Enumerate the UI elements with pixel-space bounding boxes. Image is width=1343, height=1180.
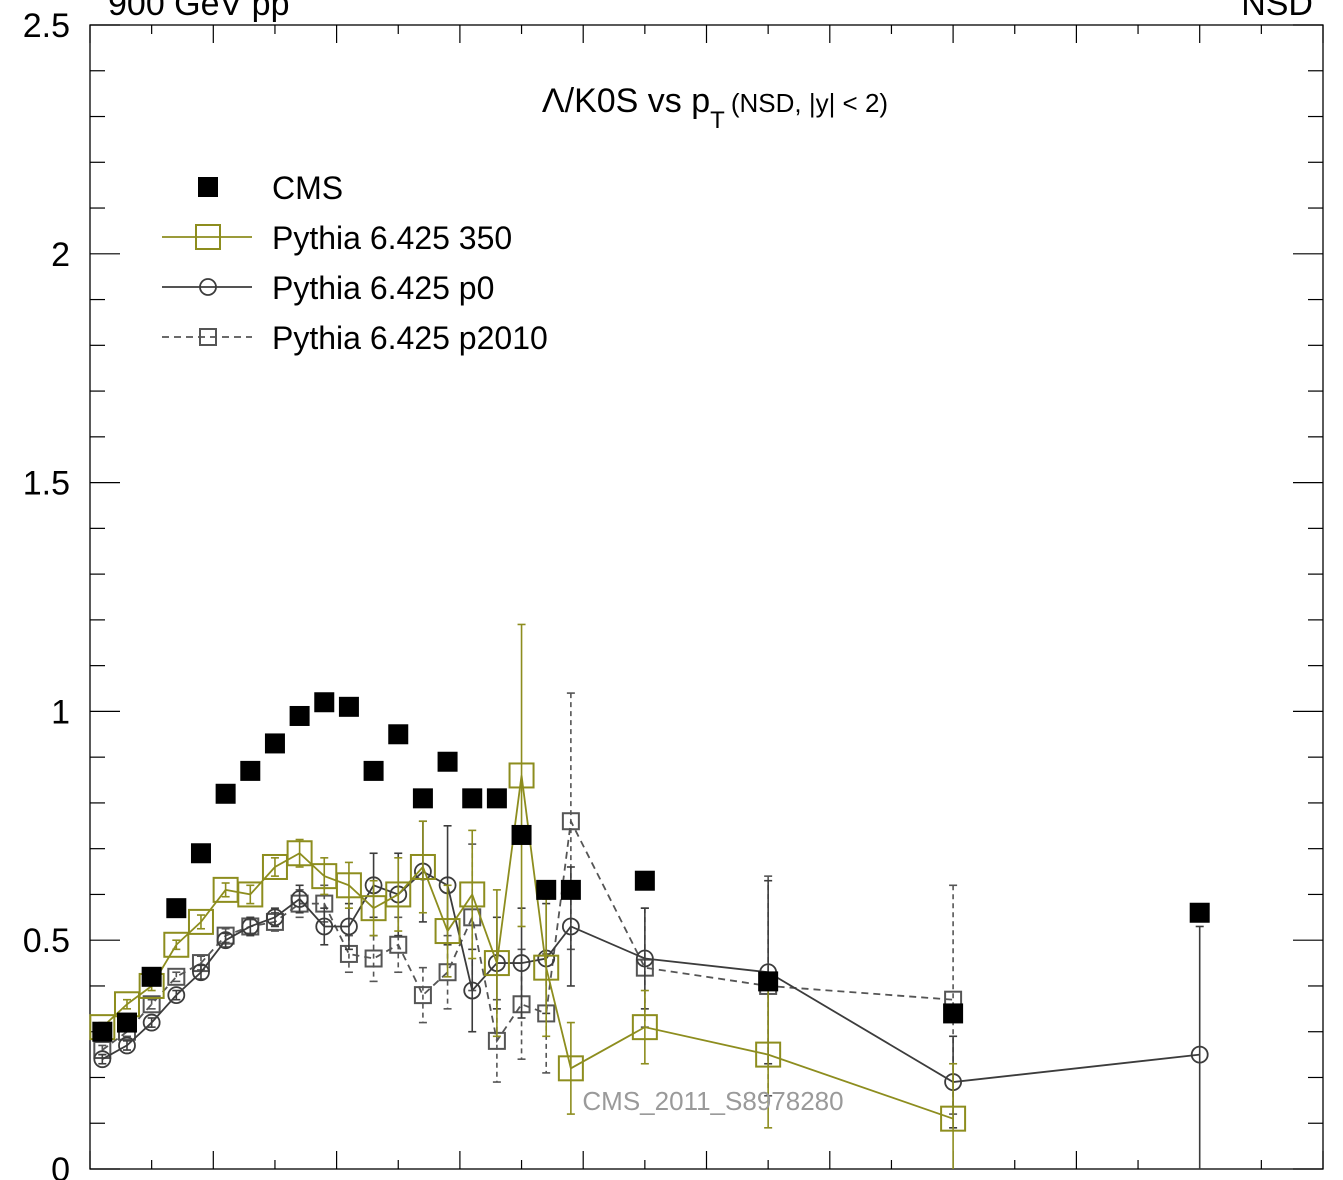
data-point [195, 224, 221, 250]
legend-item-3: Pythia 6.425 p2010 [162, 320, 548, 356]
data-point [92, 1021, 113, 1042]
data-point [940, 1105, 967, 1132]
data-point [286, 840, 313, 867]
legend-label: Pythia 6.425 p2010 [272, 320, 548, 356]
data-point [289, 705, 310, 726]
series-1 [89, 623, 967, 1169]
data-point [363, 760, 384, 781]
legend-item-1: Pythia 6.425 350 [162, 220, 512, 256]
data-point [142, 995, 161, 1014]
data-point [389, 935, 408, 954]
chart-legend: CMS Pythia 6.425 350 Pythia 6.425 p0 Pythia… [162, 170, 548, 356]
data-point [192, 963, 210, 982]
data-point [338, 696, 359, 717]
data-point [163, 931, 190, 958]
data-point [631, 1014, 658, 1041]
data-point [314, 692, 335, 713]
data-point [755, 1041, 782, 1068]
data-point [190, 843, 211, 864]
data-point [483, 950, 510, 977]
y-tick-label: 0 [51, 1151, 70, 1180]
data-point [216, 931, 235, 950]
data-point [385, 881, 412, 908]
data-point [199, 278, 217, 296]
series-3 [93, 692, 963, 1115]
data-point [166, 898, 187, 919]
data-point [413, 986, 432, 1005]
data-point [340, 917, 358, 936]
legend-item-2: Pythia 6.425 p0 [162, 270, 494, 306]
data-point [360, 895, 387, 922]
series-line [101, 818, 954, 1051]
data-point [1189, 902, 1210, 923]
y-tick-label: 1 [51, 693, 70, 731]
data-point [290, 890, 309, 908]
data-point [142, 1013, 161, 1032]
data-point [167, 986, 186, 1005]
data-point [434, 918, 461, 945]
data-point [459, 881, 486, 908]
y-tick-label: 2 [51, 236, 70, 274]
data-point [561, 917, 580, 936]
data-point [634, 870, 655, 891]
data-point [943, 1003, 964, 1024]
data-point [463, 981, 482, 1000]
data-point [486, 788, 507, 809]
chart-title-main: Λ/K0S vs p [542, 82, 710, 120]
data-point [167, 967, 186, 986]
data-point [141, 966, 162, 987]
data-point [462, 788, 483, 809]
legend-label: Pythia 6.425 p0 [272, 270, 494, 306]
data-point [1190, 1045, 1209, 1064]
y-tick-labels: 0 0.5 1 1.5 2 2.5 [23, 7, 70, 1180]
data-point [264, 733, 285, 754]
data-point [557, 1055, 584, 1082]
data-point [237, 881, 264, 908]
legend-label: CMS [272, 170, 343, 206]
data-point [116, 1012, 137, 1033]
data-point [118, 1036, 136, 1055]
data-point [758, 971, 779, 992]
chart-title-subscript: T [710, 107, 725, 134]
data-point [364, 949, 383, 968]
series-layer [89, 623, 1210, 1169]
data-point [409, 853, 436, 880]
header-right-label: NSD [1241, 0, 1313, 23]
chart-title-tail: (NSD, |y| < 2) [731, 88, 888, 118]
data-point [93, 1050, 112, 1069]
chart-watermark: CMS_2011_S8978280 [582, 1086, 843, 1116]
data-point [215, 783, 236, 804]
data-point [199, 328, 217, 346]
data-point [437, 751, 458, 772]
data-point [561, 812, 580, 831]
y-tick-label: 2.5 [23, 7, 70, 45]
chart-axes [89, 24, 1324, 1170]
data-point [261, 853, 288, 880]
legend-label: Pythia 6.425 350 [272, 220, 512, 256]
data-point [241, 917, 260, 936]
data-point [533, 954, 560, 981]
data-point [536, 879, 557, 900]
data-point [335, 872, 362, 899]
data-point [511, 824, 532, 845]
data-point [240, 760, 261, 781]
header-left-label: 900 GeV pp [108, 0, 290, 23]
data-point [635, 949, 654, 968]
data-point [266, 908, 284, 927]
data-point [412, 788, 433, 809]
chart-title: Λ/K0S vs pT(NSD, |y| < 2) [542, 82, 888, 134]
data-point [315, 917, 334, 936]
series-0 [92, 692, 1210, 1042]
series-line [101, 870, 1200, 1083]
data-point [560, 879, 581, 900]
legend-item-0: CMS [198, 170, 343, 206]
y-tick-label: 0.5 [23, 922, 70, 960]
y-tick-label: 1.5 [23, 465, 70, 503]
data-point [512, 954, 531, 972]
data-point [198, 177, 218, 197]
data-point [508, 762, 535, 789]
data-point [388, 724, 409, 745]
data-point [187, 908, 214, 935]
